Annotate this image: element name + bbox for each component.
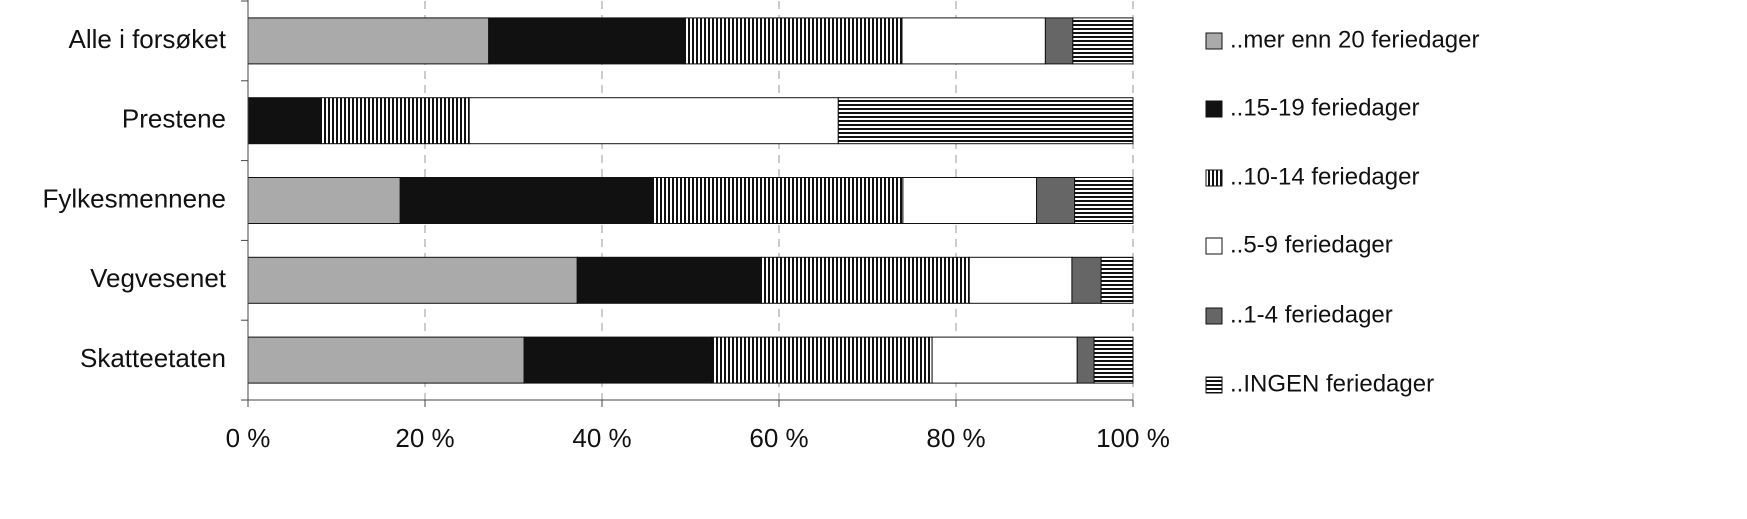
bar-segment [247, 177, 401, 224]
y-tick-label: Prestene [122, 104, 226, 134]
legend-label: ..1-4 feriedager [1230, 301, 1393, 328]
x-tick-label: 40 % [572, 423, 631, 453]
bar-segment [1076, 336, 1095, 384]
x-tick-label: 100 % [1096, 423, 1170, 453]
y-tick-label: Vegvesenet [90, 263, 227, 293]
bar-segment [247, 17, 490, 65]
bar-segment [901, 17, 1046, 65]
bar-segment [247, 97, 322, 145]
legend-label: ..5-9 feriedager [1230, 231, 1393, 258]
bar-segment [488, 17, 685, 65]
bar-segment [683, 17, 903, 65]
bar-segment [652, 177, 904, 224]
bar-segment [1093, 336, 1134, 384]
legend-swatch [1205, 32, 1223, 50]
legend-swatch [1205, 307, 1223, 325]
x-tick-label: 20 % [395, 423, 454, 453]
y-tick-label: Alle i forsøket [69, 24, 227, 54]
bar-segment [760, 256, 970, 304]
legend-label: ..15-19 feriedager [1230, 94, 1419, 121]
bar-segment [247, 256, 578, 304]
bar-segment [523, 336, 713, 384]
bar-segment [576, 256, 762, 304]
bar-segment [711, 336, 933, 384]
bar-segment [1071, 256, 1102, 304]
legend-label: ..INGEN feriedager [1230, 370, 1434, 397]
bar-segment [399, 177, 654, 224]
bar-segment [837, 97, 1134, 145]
legend-swatch [1205, 376, 1223, 394]
bar-segment [1044, 17, 1074, 65]
bar-segment [931, 336, 1078, 384]
legend-swatch [1205, 169, 1223, 187]
bar-segment [1100, 256, 1134, 304]
legend-swatch [1205, 100, 1223, 118]
legend-swatch [1205, 237, 1223, 255]
bar-segment [320, 97, 470, 145]
bar-segment [468, 97, 839, 145]
bar-segment [247, 336, 525, 384]
bar-segment [1072, 17, 1134, 65]
legend-label: ..10-14 feriedager [1230, 163, 1419, 190]
bar-segment [1074, 177, 1134, 224]
y-tick-label: Skatteetaten [80, 343, 226, 373]
x-tick-label: 60 % [749, 423, 808, 453]
x-tick-label: 80 % [926, 423, 985, 453]
y-tick-label: Fylkesmennene [42, 183, 226, 213]
bar-segment [968, 256, 1073, 304]
bar-segment [902, 177, 1038, 224]
bar-segment [1036, 177, 1076, 224]
x-tick-label: 0 % [226, 423, 271, 453]
legend-label: ..mer enn 20 feriedager [1230, 26, 1479, 53]
